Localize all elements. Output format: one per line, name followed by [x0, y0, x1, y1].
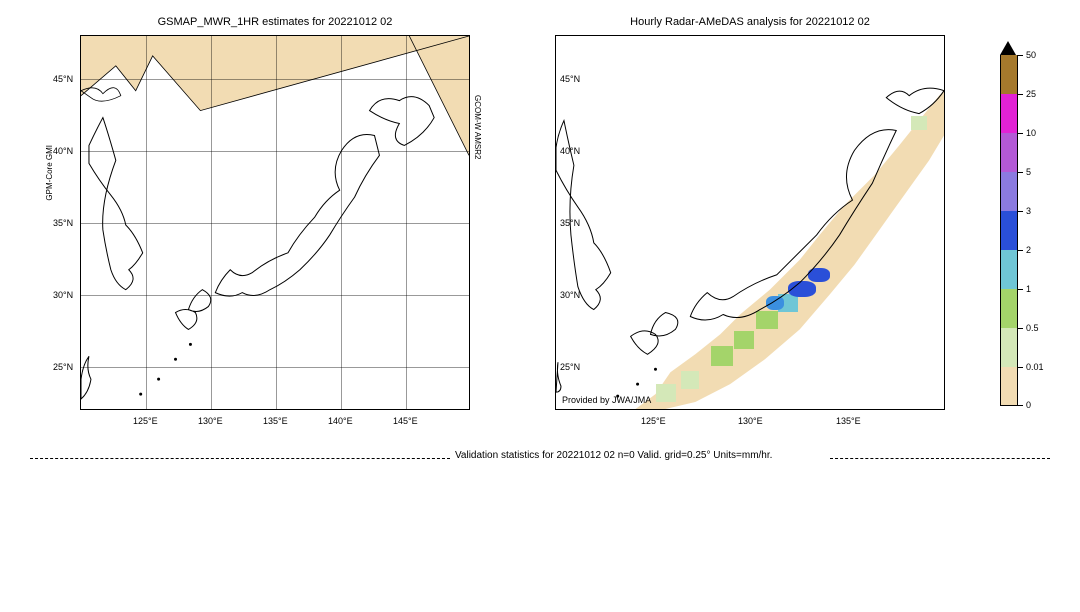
- cb-over-triangle: [1000, 41, 1016, 55]
- precip-core: [766, 296, 784, 310]
- precip-cell: [711, 346, 733, 366]
- footer-dash-left: [30, 458, 450, 459]
- left-ylabel-35: 35°N: [53, 218, 73, 228]
- precip-cell: [681, 371, 699, 389]
- right-xlabel-125: 125°E: [641, 416, 666, 426]
- left-xlabel-145: 145°E: [393, 416, 418, 426]
- right-coastline: [556, 36, 944, 409]
- right-ylabel-30: 30°N: [560, 290, 580, 300]
- validation-footer: Validation statistics for 20221012 02 n=…: [455, 450, 772, 461]
- colorbar: 50 25 10 5 3 2 1 0.5 0.01 0: [1000, 55, 1016, 405]
- right-panel-title: Hourly Radar-AMeDAS analysis for 2022101…: [630, 16, 870, 28]
- left-ylabel-30: 30°N: [53, 290, 73, 300]
- left-xlabel-125: 125°E: [133, 416, 158, 426]
- left-xlabel-135: 135°E: [263, 416, 288, 426]
- left-xlabel-140: 140°E: [328, 416, 353, 426]
- precip-cell: [656, 384, 676, 402]
- right-xlabel-130: 130°E: [738, 416, 763, 426]
- precip-cell: [911, 116, 927, 130]
- cb-label-0: 0: [1026, 400, 1031, 410]
- footer-dash-right: [830, 458, 1050, 459]
- cb-label-50: 50: [1026, 50, 1036, 60]
- cb-label-2: 2: [1026, 245, 1031, 255]
- attribution-text: Provided by JWA/JMA: [562, 395, 651, 405]
- left-panel-title: GSMAP_MWR_1HR estimates for 20221012 02: [158, 16, 393, 28]
- precip-core: [808, 268, 830, 282]
- left-xlabel-130: 130°E: [198, 416, 223, 426]
- precip-cell: [756, 311, 778, 329]
- cb-label-25: 25: [1026, 89, 1036, 99]
- precip-core: [788, 281, 816, 297]
- left-ylabel-40: 40°N: [53, 146, 73, 156]
- right-ylabel-40: 40°N: [560, 146, 580, 156]
- footer-text: Validation statistics for 20221012 02 n=…: [455, 450, 772, 461]
- right-xlabel-135: 135°E: [836, 416, 861, 426]
- left-side-label-amsr: GCOM-W AMSR2: [473, 95, 482, 159]
- left-ylabel-25: 25°N: [53, 362, 73, 372]
- left-map-panel: GSMAP_MWR_1HR estimates for 20221012 02 …: [80, 35, 470, 410]
- precip-cell: [734, 331, 754, 349]
- right-map-panel: Hourly Radar-AMeDAS analysis for 2022101…: [555, 35, 945, 410]
- left-ylabel-45: 45°N: [53, 74, 73, 84]
- right-precip-band: [556, 36, 944, 409]
- cb-label-10: 10: [1026, 128, 1036, 138]
- cb-label-5: 5: [1026, 167, 1031, 177]
- cb-label-0.5: 0.5: [1026, 323, 1039, 333]
- left-side-label-gmi: GPM-Core GMI: [45, 145, 54, 201]
- cb-label-3: 3: [1026, 206, 1031, 216]
- cb-label-1: 1: [1026, 284, 1031, 294]
- right-ylabel-25: 25°N: [560, 362, 580, 372]
- right-ylabel-35: 35°N: [560, 218, 580, 228]
- right-ylabel-45: 45°N: [560, 74, 580, 84]
- cb-label-0.01: 0.01: [1026, 362, 1044, 372]
